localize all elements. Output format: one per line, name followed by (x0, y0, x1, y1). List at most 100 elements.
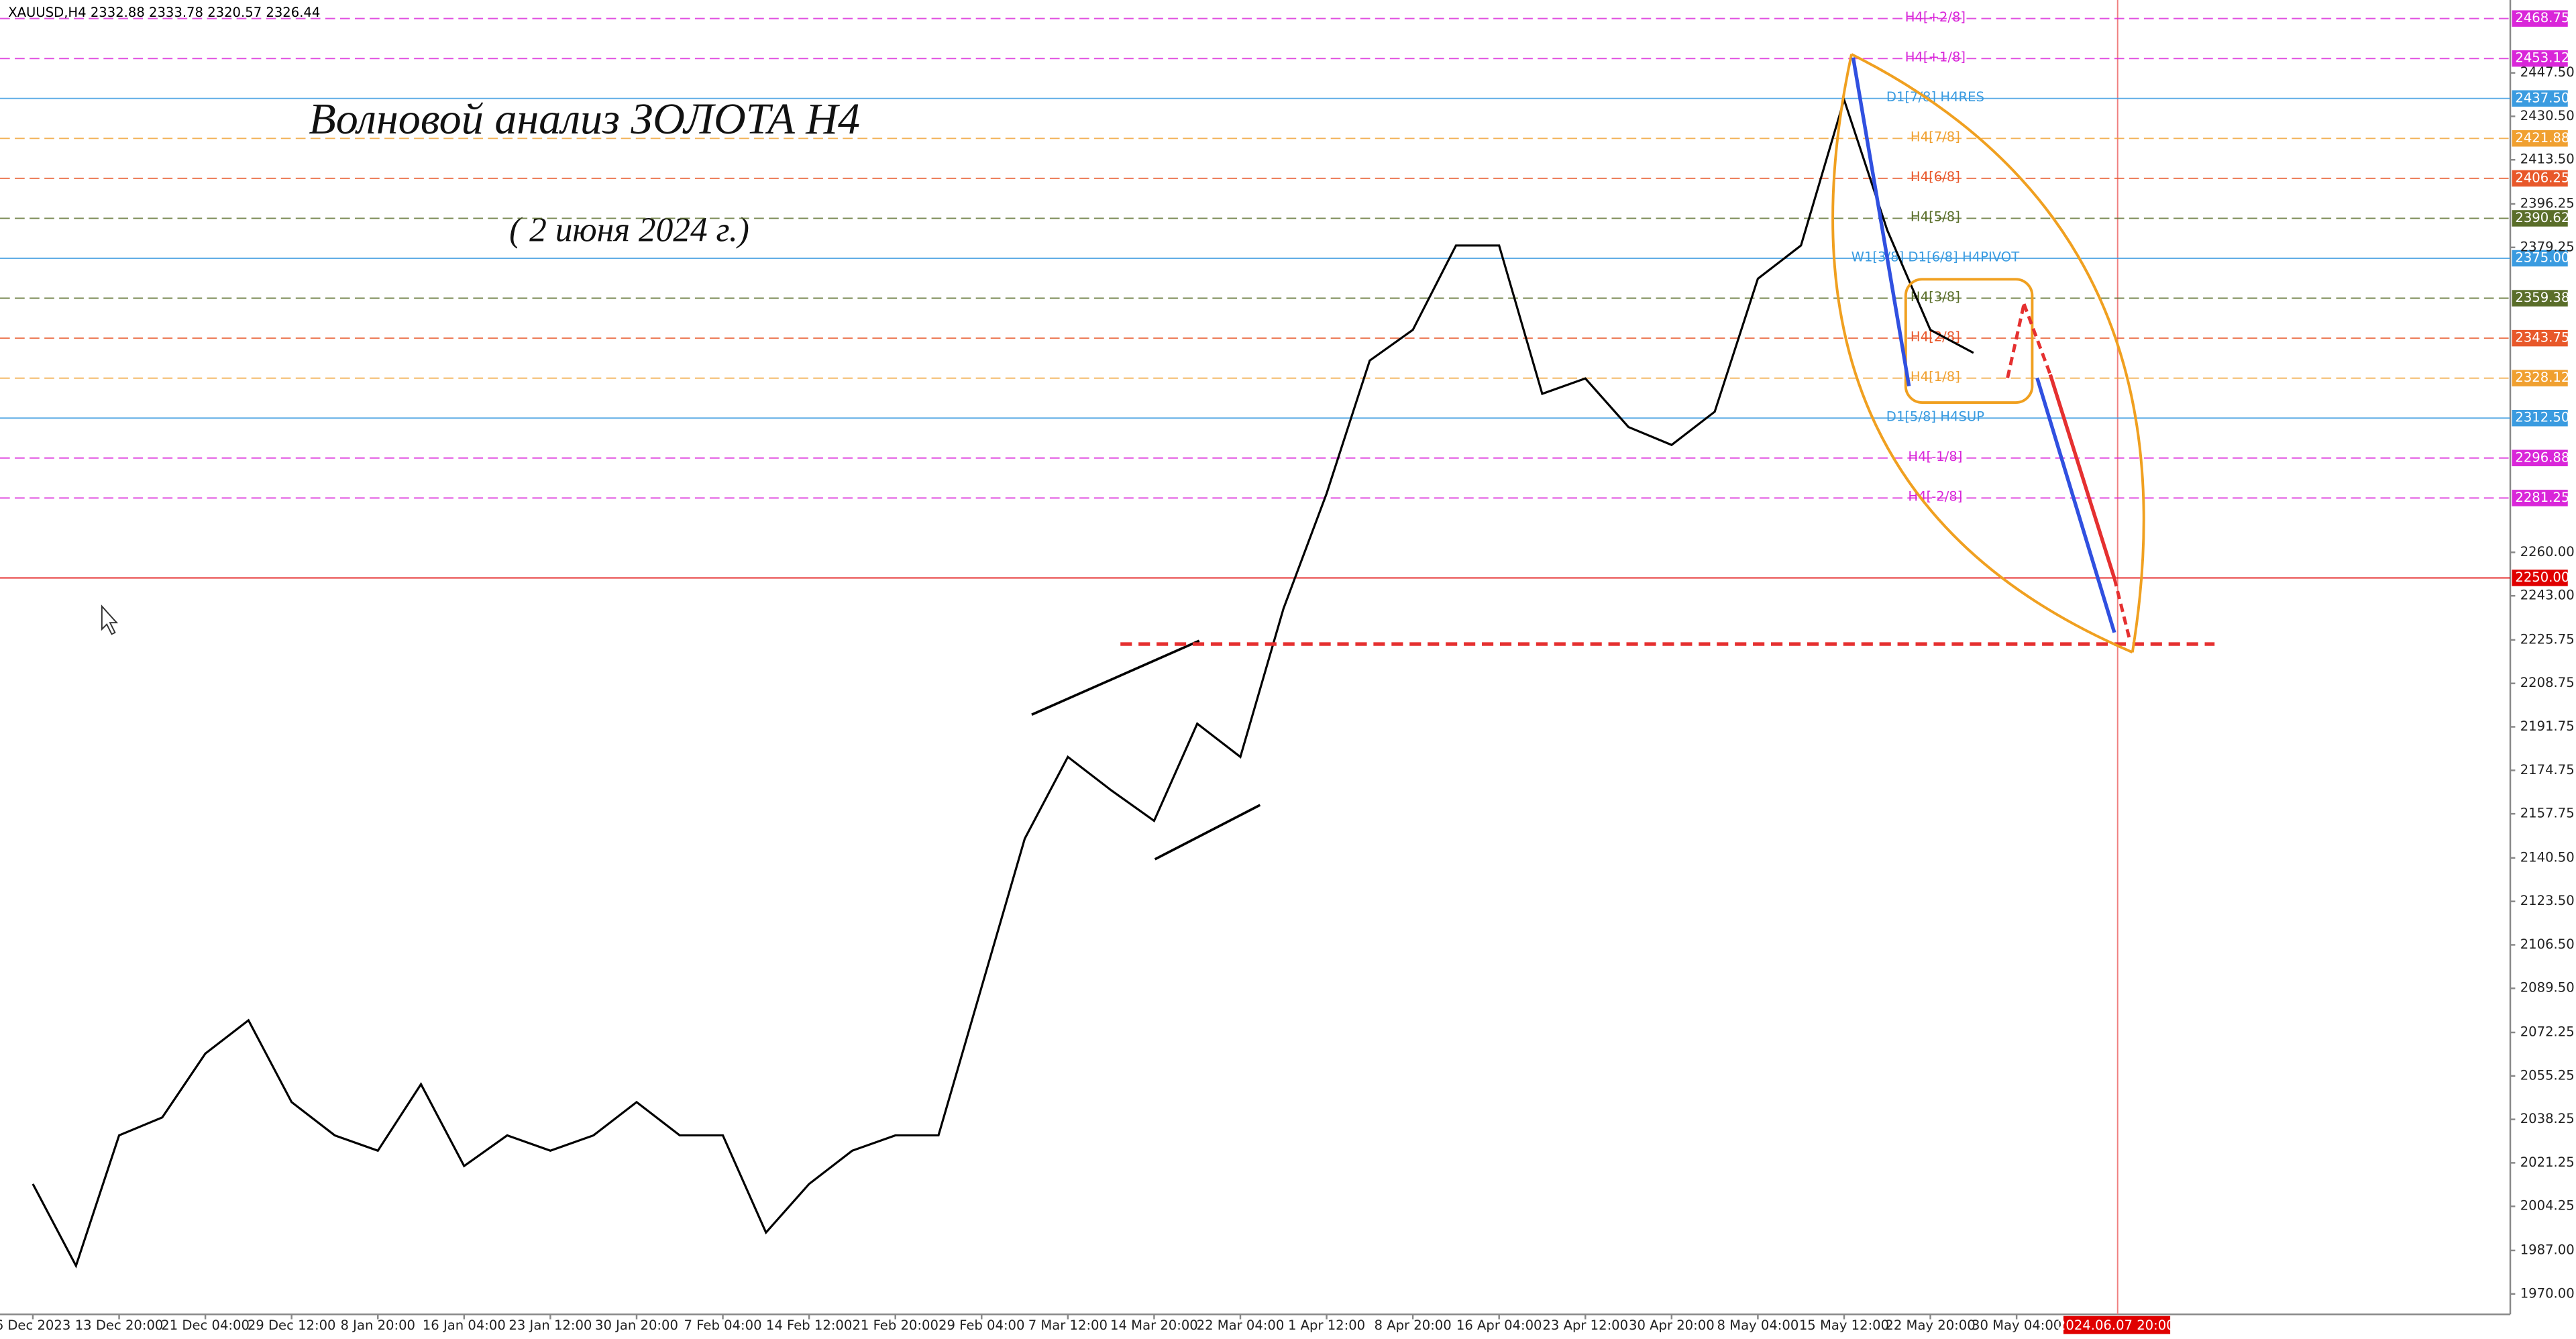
level-name: H4[1/8] (1911, 369, 1960, 384)
x-tick-label: 30 Jan 20:00 (595, 1318, 678, 1333)
y-tick-label: 2021.25 (2520, 1155, 2575, 1170)
arc (1851, 53, 2145, 653)
y-tick-label: 2260.00 (2520, 544, 2575, 559)
wave-line (2035, 377, 2116, 633)
x-tick-label: 30 Apr 20:00 (1629, 1318, 1715, 1333)
y-tick-label: 2430.50 (2520, 108, 2575, 123)
annotations (101, 53, 2215, 861)
level-box (2512, 490, 2568, 506)
y-tick-label: 2413.50 (2520, 152, 2575, 167)
x-tick-label: 22 Mar 04:00 (1197, 1318, 1285, 1333)
x-tick-label: 15 May 12:00 (1799, 1318, 1889, 1333)
x-tick-label: 8 Jan 20:00 (341, 1318, 416, 1333)
y-tick-label: 2208.75 (2520, 675, 2575, 690)
y-tick-label: 2191.75 (2520, 718, 2575, 734)
y-tick-label: 2055.25 (2520, 1067, 2575, 1083)
x-tick-label: 16 Jan 04:00 (423, 1318, 506, 1333)
x-tick-label: 14 Mar 20:00 (1110, 1318, 1198, 1333)
y-tick-label: 2396.25 (2520, 195, 2575, 211)
level-name: H4[-1/8] (1908, 449, 1962, 464)
y-tick-label: 2004.25 (2520, 1198, 2575, 1214)
y-tick-label: 2106.50 (2520, 936, 2575, 952)
level-name: H4[+1/8] (1905, 49, 1966, 64)
level-label: 2453.12 (2515, 50, 2569, 66)
current-time: 2024.06.07 20:00 (2057, 1318, 2175, 1333)
subtitle: ( 2 июня 2024 г.) (509, 211, 749, 250)
x-tick-label: 7 Mar 12:00 (1028, 1318, 1108, 1333)
current-time-box (2063, 1316, 2171, 1334)
level-label: 2468.75 (2515, 10, 2569, 25)
level-box (2512, 290, 2568, 307)
x-tick-label: 22 May 20:00 (1885, 1318, 1975, 1333)
header: XAUUSD,H4 2332.88 2333.78 2320.57 2326.4… (8, 5, 320, 20)
level-box (2512, 170, 2568, 187)
x-tick-label: 8 Apr 20:00 (1375, 1318, 1452, 1333)
level-label: 2421.88 (2515, 130, 2569, 146)
y-tick-label: 2243.00 (2520, 588, 2575, 603)
level-name: D1[7/8] H4RES (1886, 89, 1984, 105)
level-label: 2406.25 (2515, 170, 2569, 185)
price-line (32, 96, 1974, 1269)
level-name: H4[+2/8] (1905, 9, 1966, 25)
level-label: 2328.12 (2515, 370, 2569, 385)
level-label: 2296.88 (2515, 449, 2569, 465)
y-tick-label: 2225.75 (2520, 631, 2575, 647)
price (32, 96, 1974, 1269)
channel-line (1031, 639, 1200, 716)
x-tick-label: 7 Feb 04:00 (684, 1318, 762, 1333)
x-tick-label: 29 Feb 04:00 (938, 1318, 1024, 1333)
arrow (2112, 578, 2131, 638)
y-tick-label: 1987.00 (2520, 1242, 2575, 1257)
level-box (2512, 10, 2568, 27)
level-name: H4[2/8] (1911, 329, 1960, 344)
level-box (2512, 409, 2568, 427)
y-tick-label: 2123.50 (2520, 893, 2575, 908)
y-tick-label: 2174.75 (2520, 762, 2575, 778)
axis-labels: 1970.00 1987.00 2004.25 2021.25 2038.25 2055.… (0, 64, 2575, 1333)
level-label: 2390.62 (2515, 210, 2569, 225)
level-box (2512, 370, 2568, 386)
box (1904, 278, 2034, 404)
x-tick-label: 29 Dec 12:00 (248, 1318, 336, 1333)
level-name: H4[6/8] (1911, 169, 1960, 184)
level-box (2512, 50, 2568, 67)
x-tick-label: 30 May 04:00 (1972, 1318, 2061, 1333)
level-label: 2343.75 (2515, 330, 2569, 345)
y-tick-label: 2089.50 (2520, 980, 2575, 996)
level-box (2512, 329, 2568, 347)
title: Волновой анализ ЗОЛОТА H4 (309, 95, 860, 144)
y-tick-label: 2038.25 (2520, 1111, 2575, 1126)
cursor (101, 604, 119, 635)
level-box (2512, 130, 2568, 147)
y-tick-label: 2379.25 (2520, 239, 2575, 254)
x-tick-label: 23 Jan 12:00 (508, 1318, 592, 1333)
x-tick-label: 13 Dec 20:00 (75, 1318, 164, 1333)
x-tick-label: 6 Dec 2023 (0, 1318, 70, 1333)
x-tick-label: 1 Apr 12:00 (1288, 1318, 1365, 1333)
x-tick-label: 8 May 04:00 (1717, 1318, 1799, 1333)
level-box (2512, 210, 2568, 227)
y-tick-label: 2157.75 (2520, 806, 2575, 821)
level-label: 2312.50 (2515, 410, 2569, 425)
wave-line (1851, 57, 1911, 386)
y-tick-label: 1970.00 (2520, 1285, 2575, 1301)
level-box (2512, 449, 2568, 467)
arrow (2048, 374, 2116, 579)
level-label: 2250.00 (2515, 570, 2569, 585)
x-tick-label: 23 Apr 12:00 (1542, 1318, 1628, 1333)
level-label: 2281.25 (2515, 490, 2569, 505)
level-label: 2375.00 (2515, 250, 2569, 265)
level-box (2512, 90, 2568, 107)
arc (1831, 54, 2133, 654)
level-name: H4[3/8] (1911, 289, 1960, 305)
x-tick-label: 14 Feb 12:00 (766, 1318, 852, 1333)
level-box (2512, 570, 2568, 586)
level-box (2512, 250, 2568, 267)
level-name: H4[5/8] (1911, 209, 1960, 225)
level-name: D1[5/8] H4SUP (1886, 409, 1984, 425)
y-tick-label: 2140.50 (2520, 849, 2575, 865)
x-tick-label: 21 Feb 20:00 (852, 1318, 938, 1333)
level-label: 2437.50 (2515, 90, 2569, 105)
